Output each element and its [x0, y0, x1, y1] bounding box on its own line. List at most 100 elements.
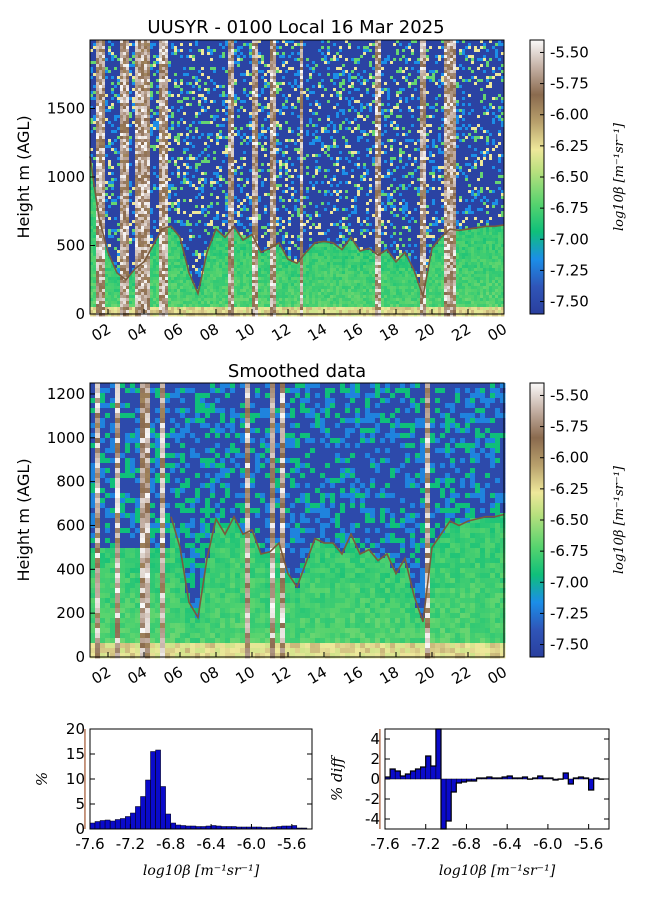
- heatmap-cell: [144, 43, 148, 47]
- heatmap-cell: [150, 169, 154, 173]
- heatmap-cell: [222, 250, 226, 254]
- heatmap-cell: [240, 151, 244, 155]
- heatmap-cell: [111, 283, 115, 287]
- heatmap-cell: [123, 232, 127, 236]
- heatmap-cell: [135, 82, 139, 86]
- heatmap-cell: [147, 142, 151, 146]
- heatmap-cell: [192, 163, 196, 167]
- heatmap-cell: [138, 220, 142, 224]
- heatmap-cell: [108, 166, 112, 170]
- heatmap-cell: [93, 193, 97, 197]
- heatmap-cell: [156, 283, 160, 287]
- heatmap-cell: [159, 55, 163, 59]
- heatmap-cell: [144, 157, 148, 161]
- heatmap-cell: [204, 208, 208, 212]
- heatmap-cell: [171, 205, 175, 209]
- heatmap-cell: [102, 151, 106, 155]
- heatmap-cell: [171, 127, 175, 131]
- heatmap-cell: [240, 58, 244, 62]
- heatmap-cell: [183, 232, 187, 236]
- heatmap-cell: [93, 262, 97, 266]
- heatmap-cell: [201, 235, 205, 239]
- heatmap-cell: [147, 205, 151, 209]
- heatmap-cell: [186, 187, 190, 191]
- heatmap-cell: [171, 94, 175, 98]
- heatmap-cell: [177, 280, 181, 284]
- heatmap-cell: [249, 223, 253, 227]
- heatmap-cell: [189, 193, 193, 197]
- heatmap-cell: [225, 196, 229, 200]
- heatmap-cell: [96, 235, 100, 239]
- heatmap-cell: [126, 274, 130, 278]
- heatmap-cell: [243, 43, 247, 47]
- heatmap-cell: [195, 94, 199, 98]
- heatmap-cell: [210, 130, 214, 134]
- heatmap-cell: [192, 61, 196, 65]
- heatmap-cell: [210, 280, 214, 284]
- heatmap-cell: [135, 229, 139, 233]
- heatmap-cell: [150, 43, 154, 47]
- heatmap-cell: [210, 43, 214, 47]
- heatmap-cell: [177, 79, 181, 83]
- heatmap-cell: [135, 301, 139, 305]
- heatmap-cell: [105, 160, 109, 164]
- heatmap-cell: [246, 304, 250, 308]
- heatmap-cell: [237, 214, 241, 218]
- heatmap-cell: [192, 106, 196, 110]
- heatmap-cell: [222, 112, 226, 116]
- heatmap-cell: [222, 67, 226, 71]
- heatmap-cell: [141, 91, 145, 95]
- heatmap-cell: [153, 46, 157, 50]
- heatmap-cell: [180, 52, 184, 56]
- heatmap-cell: [216, 58, 220, 62]
- heatmap-cell: [120, 97, 124, 101]
- heatmap-cell: [204, 298, 208, 302]
- heatmap-cell: [201, 157, 205, 161]
- heatmap-cell: [186, 88, 190, 92]
- heatmap-cell: [138, 160, 142, 164]
- heatmap-cell: [249, 265, 253, 269]
- heatmap-cell: [249, 295, 253, 299]
- heatmap-cell: [231, 271, 235, 275]
- heatmap-cell: [168, 142, 172, 146]
- heatmap-cell: [210, 304, 214, 308]
- heatmap-cell: [249, 160, 253, 164]
- heatmap-cell: [186, 256, 190, 260]
- heatmap-cell: [129, 247, 133, 251]
- heatmap-cell: [99, 139, 103, 143]
- heatmap-cell: [186, 106, 190, 110]
- heatmap-cell: [216, 124, 220, 128]
- heatmap-cell: [234, 112, 238, 116]
- heatmap-cell: [144, 112, 148, 116]
- heatmap-cell: [186, 304, 190, 308]
- heatmap-cell: [219, 262, 223, 266]
- heatmap-cell: [168, 166, 172, 170]
- heatmap-cell: [102, 145, 106, 149]
- heatmap-cell: [147, 154, 151, 158]
- heatmap-cell: [144, 148, 148, 152]
- heatmap-cell: [114, 241, 118, 245]
- heatmap-cell: [141, 106, 145, 110]
- heatmap-cell: [156, 124, 160, 128]
- heatmap-cell: [240, 139, 244, 143]
- heatmap-cell: [144, 160, 148, 164]
- heatmap-cell: [204, 226, 208, 230]
- heatmap-cell: [225, 133, 229, 137]
- heatmap-cell: [150, 289, 154, 293]
- heatmap-cell: [132, 106, 136, 110]
- heatmap-cell: [201, 223, 205, 227]
- heatmap-cell: [105, 205, 109, 209]
- heatmap-cell: [231, 136, 235, 140]
- heatmap-cell: [132, 223, 136, 227]
- heatmap-cell: [168, 229, 172, 233]
- heatmap-cell: [168, 256, 172, 260]
- heatmap-cell: [237, 91, 241, 95]
- heatmap-cell: [162, 67, 166, 71]
- heatmap-cell: [204, 58, 208, 62]
- heatmap-cell: [96, 301, 100, 305]
- heatmap-cell: [240, 118, 244, 122]
- heatmap-cell: [222, 259, 226, 263]
- heatmap-cell: [132, 250, 136, 254]
- heatmap-cell: [249, 76, 253, 80]
- heatmap-cell: [249, 232, 253, 236]
